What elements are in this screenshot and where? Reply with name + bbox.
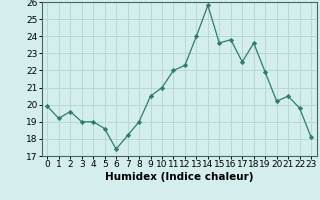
- X-axis label: Humidex (Indice chaleur): Humidex (Indice chaleur): [105, 172, 253, 182]
